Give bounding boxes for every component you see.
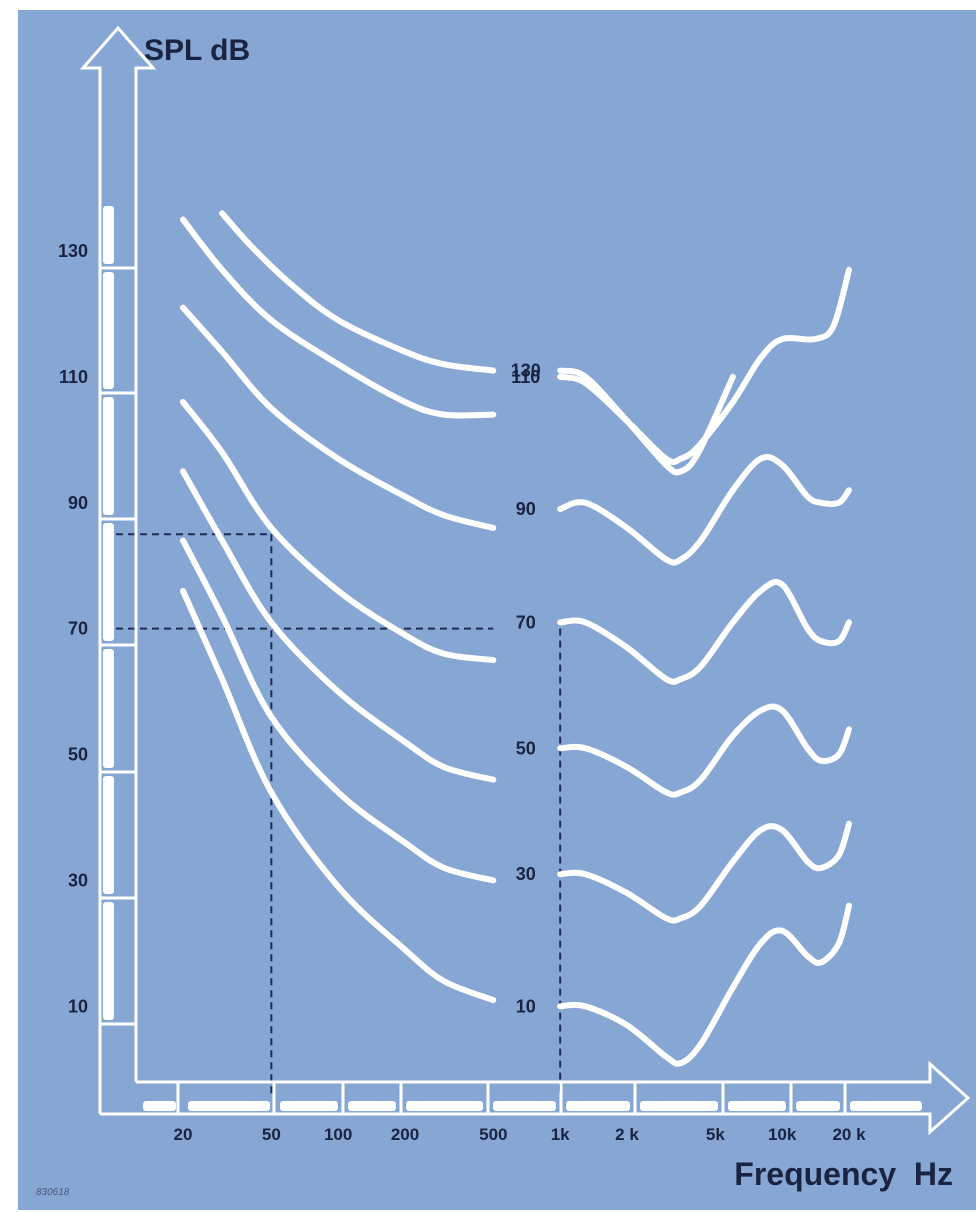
curve-label: 130 (511, 361, 541, 381)
y-axis-title: SPL dB (144, 34, 250, 67)
chart-panel: 130 110 90 70 50 30 10 10 30 50 70 90 110 130 20 50 10… (18, 10, 976, 1210)
curve-label: 10 (516, 996, 536, 1016)
x-tick-label: 10k (768, 1125, 797, 1144)
x-tick-label: 500 (479, 1125, 507, 1144)
x-axis-block (493, 1101, 556, 1111)
y-axis-block (103, 902, 114, 1020)
x-axis-block (348, 1101, 396, 1111)
x-tick-label: 20 (174, 1125, 193, 1144)
loudness-curve-130-left (219, 210, 497, 374)
x-axis-arrow (100, 1060, 971, 1136)
loudness-curves (180, 210, 852, 1067)
y-axis-block (103, 397, 114, 515)
y-tick-label: 50 (68, 745, 88, 765)
x-tick-label: 5k (706, 1125, 725, 1144)
x-tick-label: 20 k (832, 1125, 866, 1144)
loudness-curve-130-right (557, 367, 736, 476)
loudness-curve-90-left (180, 304, 497, 531)
y-tick-label: 10 (68, 996, 88, 1016)
loudness-curve-90-right (557, 454, 852, 566)
y-tick-label: 30 (68, 870, 88, 890)
x-axis-block (850, 1101, 922, 1111)
y-tick-label: 110 (59, 367, 88, 387)
curve-label: 90 (516, 499, 536, 519)
x-axis-block (566, 1101, 630, 1111)
x-axis-block (728, 1101, 786, 1111)
guide-lines (116, 533, 562, 1095)
x-axis-title: Frequency Hz (734, 1156, 953, 1192)
loudness-curve-10-left (180, 587, 497, 1004)
y-axis-block (103, 523, 114, 641)
loudness-curve-110-right (557, 266, 852, 466)
y-axis-block (103, 649, 114, 768)
x-tick-label: 100 (324, 1125, 352, 1144)
x-axis-blocks (143, 1082, 922, 1114)
x-axis-block (796, 1101, 840, 1111)
curve-label: 30 (516, 864, 536, 884)
y-axis-block (103, 206, 114, 264)
curve-label: 110 (511, 367, 540, 387)
x-tick-label: 1k (551, 1125, 570, 1144)
figure-code: 830618 (36, 1187, 70, 1198)
loudness-curve-70-left (180, 399, 497, 664)
loudness-curve-50-left (180, 468, 497, 783)
x-axis-block (406, 1101, 483, 1111)
y-axis-block (103, 776, 114, 894)
y-tick-labels: 10 30 50 70 90 110 130 (58, 241, 88, 1016)
x-axis-block (640, 1101, 718, 1111)
x-axis-block (188, 1101, 270, 1111)
loudness-curve-10-right (557, 902, 852, 1067)
x-tick-label: 2 k (615, 1125, 639, 1144)
y-tick-label: 130 (58, 241, 88, 261)
curve-label: 50 (516, 738, 536, 758)
y-tick-label: 70 (68, 619, 88, 639)
x-tick-label: 200 (391, 1125, 419, 1144)
curve-label: 70 (516, 612, 536, 632)
y-axis-arrow (79, 25, 157, 1114)
loudness-curve-50-right (557, 703, 852, 798)
x-tick-label: 50 (262, 1125, 281, 1144)
x-axis-block (143, 1101, 176, 1111)
y-axis-block (103, 272, 114, 389)
axes (79, 25, 971, 1136)
x-tick-labels: 20 50 100 200 500 1k 2 k 5k 10k 20 k (174, 1125, 867, 1144)
loudness-curve-30-left (180, 537, 497, 884)
loudness-curve-110-left (180, 216, 497, 419)
y-tick-label: 90 (68, 493, 88, 513)
loudness-curve-70-right (557, 579, 852, 685)
y-axis-blocks (100, 206, 136, 1026)
loudness-curve-30-right (557, 820, 852, 924)
x-axis-block (280, 1101, 338, 1111)
